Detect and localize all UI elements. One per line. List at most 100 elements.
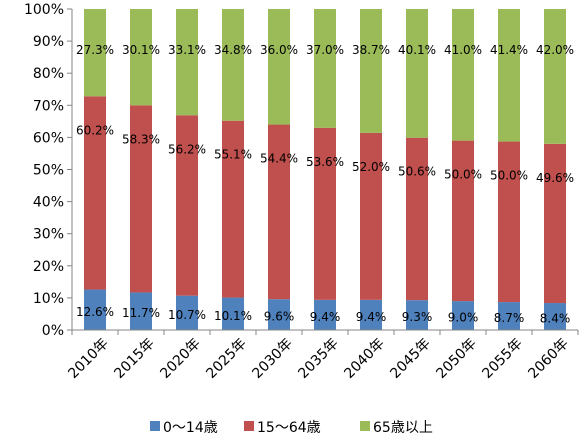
bar-segment xyxy=(406,9,428,138)
bar-segment xyxy=(406,300,428,330)
bar-segment xyxy=(268,299,290,330)
bar-segment xyxy=(130,105,152,293)
data-label: 50.0% xyxy=(444,168,482,182)
bar-segment xyxy=(544,143,566,304)
data-label: 41.0% xyxy=(444,43,482,57)
legend-swatch xyxy=(150,421,160,431)
data-label: 52.0% xyxy=(352,160,390,174)
x-tick-label: 2040年 xyxy=(341,336,387,382)
y-tick-label: 80% xyxy=(33,66,64,82)
data-label: 58.3% xyxy=(122,132,160,146)
y-tick-label: 30% xyxy=(33,227,64,243)
y-tick-label: 40% xyxy=(33,195,64,211)
bar-segment xyxy=(84,96,106,290)
data-label: 8.4% xyxy=(540,312,571,326)
x-tick-label: 2030年 xyxy=(249,336,295,382)
y-tick-label: 0% xyxy=(42,323,64,339)
data-label: 55.1% xyxy=(214,148,252,162)
bar-segment xyxy=(498,9,520,142)
bar-segment xyxy=(84,9,106,97)
bar-segment xyxy=(498,302,520,330)
bar-segment xyxy=(314,299,336,330)
data-label: 37.0% xyxy=(306,43,344,57)
bar-segment xyxy=(452,9,474,141)
data-label: 42.0% xyxy=(536,43,574,57)
bar-segment xyxy=(314,9,336,128)
legend-swatch xyxy=(360,421,370,431)
bar-segment xyxy=(452,301,474,330)
bar-segment xyxy=(406,137,428,301)
data-label: 49.6% xyxy=(536,171,574,185)
x-tick-label: 2010年 xyxy=(65,336,111,382)
y-tick-label: 20% xyxy=(33,259,64,275)
bar-segment xyxy=(176,295,198,330)
data-label: 27.3% xyxy=(76,43,114,57)
x-tick-label: 2055年 xyxy=(479,336,525,382)
y-axis: 0% 10% 20% 30% 40% 50% 60% 70% 80% 90% 100% xyxy=(24,2,73,339)
bar-segment xyxy=(314,127,336,300)
legend-label: 65歳以上 xyxy=(373,420,433,436)
data-label: 60.2% xyxy=(76,123,114,137)
bar-segment xyxy=(84,289,106,330)
data-label: 50.6% xyxy=(398,165,436,179)
bar-segment xyxy=(268,9,290,125)
data-label: 9.3% xyxy=(402,310,433,324)
bar-segment xyxy=(268,124,290,300)
data-label: 8.7% xyxy=(494,311,525,325)
bar-segment xyxy=(222,9,244,121)
bar-segment xyxy=(498,141,520,303)
y-tick-label: 50% xyxy=(33,163,64,179)
bar-segment xyxy=(176,9,198,116)
x-tick-label: 2015年 xyxy=(111,336,157,382)
x-tick-label: 2050年 xyxy=(433,336,479,382)
x-axis: 2010年 2015年 2020年 2025年 2030年 2035年 2040年 2045年… xyxy=(65,329,579,382)
data-label: 12.6% xyxy=(76,305,114,319)
data-label: 34.8% xyxy=(214,43,252,57)
legend: 0〜14歳 15〜64歳 65歳以上 xyxy=(150,420,433,436)
y-tick-label: 90% xyxy=(33,34,64,50)
legend-label: 15〜64歳 xyxy=(257,420,321,436)
data-labels: 12.6% 60.2% 27.3% 11.7% 58.3% 30.1% 10.7% 56.2%… xyxy=(76,43,574,326)
y-tick-label: 70% xyxy=(33,98,64,114)
x-tick-label: 2060年 xyxy=(525,336,571,382)
bar-segment xyxy=(130,292,152,330)
x-tick-label: 2045年 xyxy=(387,336,433,382)
data-label: 56.2% xyxy=(168,142,206,156)
data-label: 9.4% xyxy=(356,310,387,324)
x-tick-label: 2020年 xyxy=(157,336,203,382)
data-label: 33.1% xyxy=(168,43,206,57)
data-label: 50.0% xyxy=(490,169,528,183)
data-label: 9.0% xyxy=(448,311,479,325)
data-label: 30.1% xyxy=(122,43,160,57)
data-label: 10.1% xyxy=(214,309,252,323)
bars xyxy=(84,9,566,330)
legend-swatch xyxy=(244,421,254,431)
data-label: 9.6% xyxy=(264,310,295,324)
data-label: 41.4% xyxy=(490,43,528,57)
data-label: 54.4% xyxy=(260,152,298,166)
data-label: 38.7% xyxy=(352,43,390,57)
bar-segment xyxy=(130,9,152,106)
y-tick-label: 100% xyxy=(24,2,64,18)
bar-segment xyxy=(222,297,244,330)
data-label: 53.6% xyxy=(306,155,344,169)
y-tick-label: 60% xyxy=(33,130,64,146)
y-tick-label: 10% xyxy=(33,291,64,307)
bar-segment xyxy=(176,115,198,296)
data-label: 10.7% xyxy=(168,308,206,322)
bar-segment xyxy=(360,9,382,133)
legend-label: 0〜14歳 xyxy=(163,420,218,436)
data-label: 40.1% xyxy=(398,43,436,57)
bar-segment xyxy=(544,9,566,144)
bar-segment xyxy=(222,120,244,298)
data-label: 36.0% xyxy=(260,43,298,57)
data-label: 11.7% xyxy=(122,306,160,320)
x-tick-label: 2035年 xyxy=(295,336,341,382)
bar-segment xyxy=(360,299,382,330)
bar-segment xyxy=(452,140,474,302)
x-tick-label: 2025年 xyxy=(203,336,249,382)
bar-segment xyxy=(544,303,566,330)
bar-segment xyxy=(360,132,382,300)
data-label: 9.4% xyxy=(310,310,341,324)
